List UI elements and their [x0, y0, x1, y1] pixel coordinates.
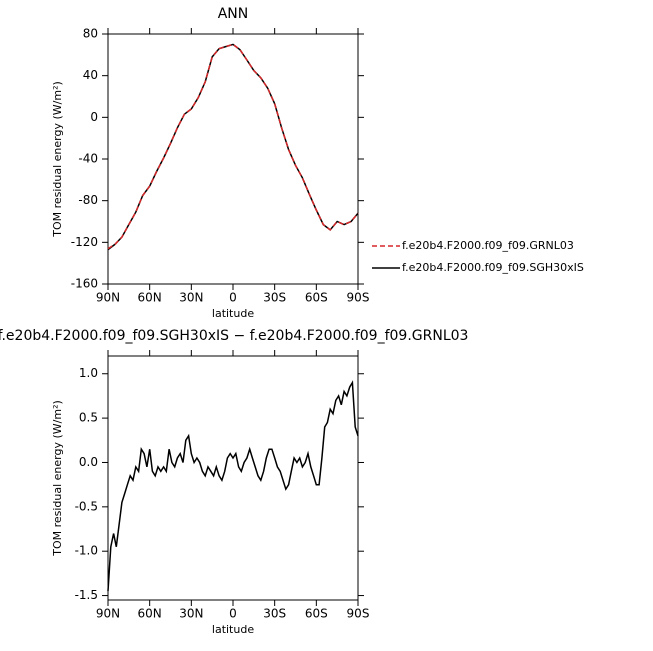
x-tick-label: 30S	[263, 607, 286, 621]
y-tick-label: 0.5	[79, 411, 98, 425]
x-tick-label: 90S	[347, 291, 370, 305]
legend-label: f.e20b4.F2000.f09_f09.GRNL03	[402, 239, 574, 252]
data-line	[107, 43, 359, 250]
y-tick-label: 0.0	[79, 455, 98, 469]
x-tick-label: 60N	[138, 607, 162, 621]
x-tick-label: 30N	[179, 291, 203, 305]
y-tick-label: -40	[78, 152, 98, 166]
x-tick-label: 90N	[96, 291, 120, 305]
chart-title: ANN	[218, 6, 249, 22]
x-tick-label: 60S	[305, 607, 328, 621]
x-tick-label: 60S	[305, 291, 328, 305]
y-tick-label: -160	[71, 277, 98, 291]
x-axis-label: latitude	[212, 307, 254, 320]
x-tick-label: 0	[229, 607, 237, 621]
x-axis-label: latitude	[212, 623, 254, 636]
y-tick-label: 40	[83, 68, 98, 82]
x-tick-label: 90N	[96, 607, 120, 621]
y-tick-label: -120	[71, 235, 98, 249]
y-tick-label: 80	[83, 27, 98, 41]
y-axis-label: TOM residual energy (W/m²)	[51, 400, 64, 557]
y-tick-label: 1.0	[79, 366, 98, 380]
x-tick-label: 60N	[138, 291, 162, 305]
y-axis-label: TOM residual energy (W/m²)	[51, 81, 64, 238]
legend-label: f.e20b4.F2000.f09_f09.SGH30xIS	[402, 261, 584, 274]
x-tick-label: 30S	[263, 291, 286, 305]
x-tick-label: 0	[229, 291, 237, 305]
plot-frame	[107, 33, 359, 285]
y-tick-label: 0	[90, 110, 98, 124]
y-tick-label: -0.5	[75, 499, 98, 513]
chart-title: f.e20b4.F2000.f09_f09.SGH30xIS − f.e20b4…	[0, 328, 468, 344]
x-tick-label: 30N	[179, 607, 203, 621]
data-line	[107, 380, 359, 592]
y-tick-label: -1.5	[75, 588, 98, 602]
y-tick-label: -1.0	[75, 544, 98, 558]
y-tick-label: -80	[78, 193, 98, 207]
x-tick-label: 90S	[347, 607, 370, 621]
